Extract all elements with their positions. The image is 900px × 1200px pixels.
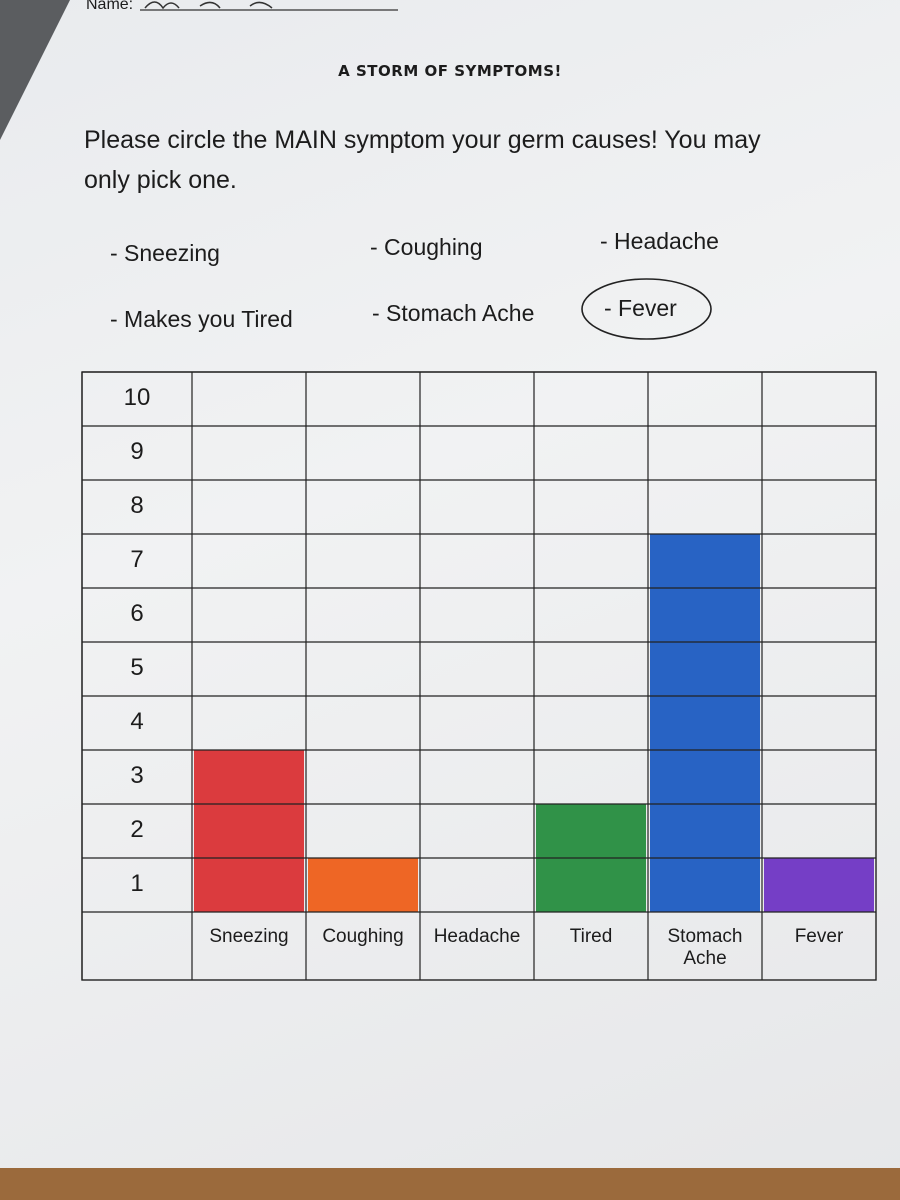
name-label: Name: (86, 0, 134, 13)
shadow (0, 0, 70, 140)
y-tick-label: 7 (130, 546, 144, 573)
y-tick-label: 9 (130, 438, 144, 465)
bar (194, 750, 304, 912)
instructions: Please circle the MAIN symptom your germ… (84, 126, 761, 194)
y-tick-label: 4 (130, 708, 144, 735)
symptom-option: - Sneezing (110, 240, 220, 266)
symptom-option: - Fever (604, 295, 677, 321)
y-tick-label: 8 (130, 492, 144, 519)
symptom-option: - Coughing (370, 234, 483, 260)
x-tick-label: Tired (569, 926, 613, 947)
bar (308, 858, 418, 912)
x-tick-label: Stomach Ache (667, 926, 743, 969)
symptom-option: - Stomach Ache (372, 300, 535, 326)
worksheet-title: A STORM OF SYMPTOMS! (338, 62, 562, 80)
y-tick-label: 3 (130, 762, 144, 789)
x-tick-label: Fever (794, 926, 844, 947)
y-tick-label: 6 (130, 600, 144, 627)
symptom-option: - Headache (600, 228, 719, 254)
y-tick-label: 10 (123, 384, 151, 411)
bar (764, 858, 874, 912)
table-edge (0, 1168, 900, 1200)
bar (650, 534, 760, 912)
x-tick-label: Headache (433, 926, 521, 947)
x-tick-label: Coughing (322, 926, 404, 947)
y-tick-label: 5 (130, 654, 144, 681)
y-tick-label: 1 (130, 870, 144, 897)
selection-circle (581, 278, 712, 340)
symptom-option: - Makes you Tired (110, 306, 293, 332)
x-tick-label: Sneezing (209, 926, 289, 947)
y-tick-label: 2 (130, 816, 144, 843)
handwriting (144, 1, 273, 10)
